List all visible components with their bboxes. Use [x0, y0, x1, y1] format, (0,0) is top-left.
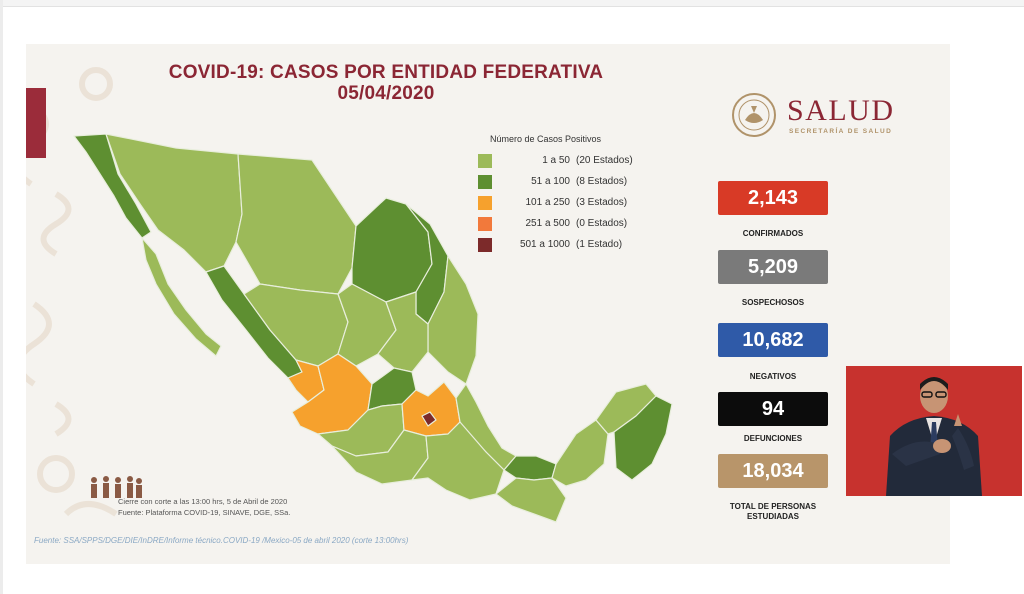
- salud-logo: SALUD SECRETARÍA DE SALUD: [731, 92, 931, 140]
- cut-note-line-2: Fuente: Plataforma COVID-19, SINAVE, DGE…: [118, 508, 291, 517]
- legend-title: Número de Casos Positivos: [490, 134, 602, 144]
- legend-swatch: [478, 195, 492, 210]
- legend-swatch: [478, 153, 492, 168]
- national-seal-icon: [732, 93, 776, 137]
- legend-range: 1 a 50: [542, 155, 570, 166]
- legend-range: 251 a 500: [525, 218, 571, 229]
- map-state-tamaulipas: [427, 255, 479, 385]
- map-state-oaxaca: [411, 421, 505, 501]
- window-top-edge: [0, 0, 1024, 7]
- sign-language-interpreter-video: [846, 366, 1022, 496]
- stat-defunciones-value: 94: [718, 392, 828, 426]
- logo-name: SALUD: [787, 94, 895, 127]
- legend-count: (20 Estados): [576, 155, 633, 166]
- legend-count: (0 Estados): [576, 218, 628, 229]
- stat-confirmados-label: CONFIRMADOS: [742, 229, 804, 238]
- source-footnote: Fuente: SSA/SPPS/DGE/DIE/InDRE/Informe t…: [34, 536, 409, 545]
- map-state-chihuahua: [235, 153, 357, 295]
- stat-defunciones-label: DEFUNCIONES: [743, 434, 803, 443]
- legend-swatch: [478, 174, 492, 189]
- map-state-quintana-roo: [613, 395, 673, 481]
- slide-accent-tab: [26, 88, 46, 158]
- presentation-slide: COVID-19: CASOS POR ENTIDAD FEDERATIVA 0…: [26, 44, 950, 564]
- legend-item-4: 251 a 500 (0 Estados): [478, 213, 678, 234]
- stat-confirmados-value: 2,143: [718, 181, 828, 215]
- legend-range: 501 a 1000: [519, 239, 570, 250]
- legend-range: 101 a 250: [525, 197, 571, 208]
- window-left-edge: [0, 0, 3, 594]
- legend-count: (3 Estados): [576, 197, 628, 208]
- legend-item-3: 101 a 250 (3 Estados): [478, 192, 678, 213]
- legend-swatch: [478, 216, 492, 231]
- mexico-states-map: [73, 134, 673, 523]
- stat-sospechosos-value: 5,209: [718, 250, 828, 284]
- cut-note: Cierre con corte a las 13:00 hrs, 5 de A…: [118, 496, 290, 518]
- people-group-icon: [91, 476, 142, 498]
- map-state-chiapas: [495, 477, 567, 523]
- legend-item-2: 51 a 100 (8 Estados): [478, 171, 678, 192]
- map-legend: Número de Casos Positivos 1 a 50 (20 Est…: [478, 134, 678, 255]
- legend-item-1: 1 a 50 (20 Estados): [478, 150, 678, 171]
- legend-item-5: 501 a 1000 (1 Estado): [478, 234, 678, 255]
- map-state-cdmx: [421, 411, 437, 427]
- interpreter-person-icon: [846, 366, 1022, 496]
- legend-range: 51 a 100: [531, 176, 570, 187]
- map-state-baja-california-sur: [141, 237, 222, 357]
- legend-count: (1 Estado): [576, 239, 623, 250]
- legend-swatch: [478, 237, 492, 252]
- title-line-1: COVID-19: CASOS POR ENTIDAD FEDERATIVA: [168, 62, 604, 83]
- stat-negativos-value: 10,682: [718, 323, 828, 357]
- map-state-campeche: [551, 419, 609, 487]
- title-line-2: 05/04/2020: [337, 83, 435, 104]
- stat-total-label: TOTAL DE PERSONAS ESTUDIADAS: [729, 502, 817, 521]
- legend-count: (8 Estados): [576, 176, 628, 187]
- stat-sospechosos-label: SOSPECHOSOS: [741, 298, 805, 307]
- slide-title: COVID-19: CASOS POR ENTIDAD FEDERATIVA 0…: [136, 62, 636, 104]
- cut-note-line-1: Cierre con corte a las 13:00 hrs, 5 de A…: [118, 497, 288, 506]
- stat-negativos-label: NEGATIVOS: [749, 372, 797, 381]
- stat-total-value: 18,034: [718, 454, 828, 488]
- map-state-san-luis-potosi: [377, 291, 429, 373]
- logo-subtitle: SECRETARÍA DE SALUD: [789, 128, 893, 135]
